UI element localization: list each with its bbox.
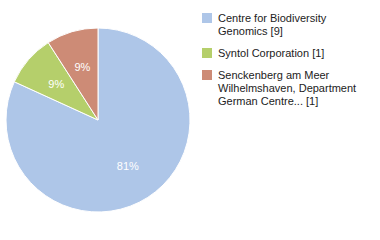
pie: [6, 28, 190, 212]
legend-label-line: Wilhelmshaven, Department: [218, 82, 356, 94]
data-labels: 81% 9% 9%: [48, 61, 139, 172]
chart: 81% 9% 9% Centre for BiodiversityGenomics […: [0, 0, 380, 240]
legend-swatch: [202, 13, 212, 23]
data-label: 9%: [48, 78, 64, 90]
legend-swatch: [202, 70, 212, 80]
pie-slice: [6, 28, 190, 212]
legend-label-line: Centre for Biodiversity: [218, 12, 327, 24]
chart-container: 81% 9% 9% Centre for BiodiversityGenomics […: [0, 0, 380, 240]
data-label: 81%: [117, 160, 139, 172]
legend-label: Syntol Corporation [1]: [218, 47, 324, 59]
legend-label: Senckenberg am MeerWilhelmshaven, Depart…: [218, 69, 356, 107]
data-label: 9%: [74, 61, 90, 73]
legend-label: Centre for BiodiversityGenomics [9]: [218, 12, 327, 37]
legend-label-line: Syntol Corporation [1]: [218, 47, 324, 59]
legend-label-line: German Centre... [1]: [218, 95, 318, 107]
pie-slice: [48, 28, 98, 120]
legend-label-line: Genomics [9]: [218, 25, 283, 37]
legend-label-line: Senckenberg am Meer: [218, 69, 330, 81]
legend: Centre for BiodiversityGenomics [9] Synto…: [202, 12, 356, 107]
legend-swatch: [202, 48, 212, 58]
